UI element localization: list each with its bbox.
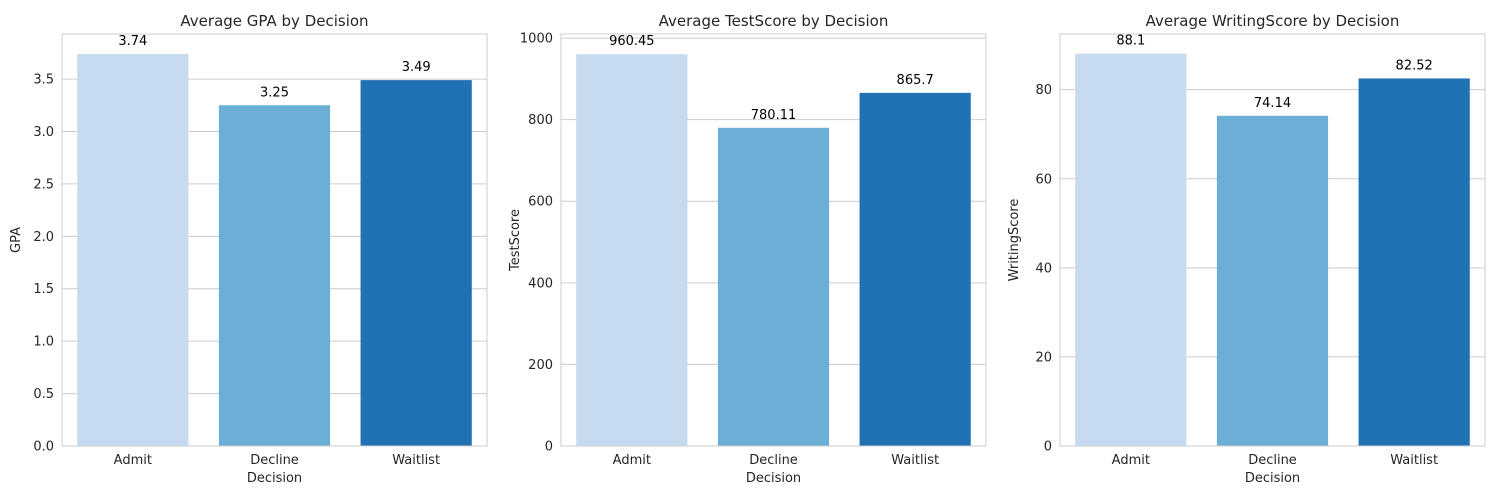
y-tick-label: 3.0 xyxy=(33,125,54,140)
y-tick-label: 0.0 xyxy=(33,440,54,455)
plot-frame xyxy=(1059,33,1486,447)
x-axis-label: Decision xyxy=(746,471,801,486)
y-tick-label: 60 xyxy=(1035,172,1052,187)
chart-panel-2: 960.45 780.11 865.7 0 200 400 600 800 1000 Admit D… xyxy=(508,12,987,486)
bar-admit xyxy=(77,53,189,446)
y-tick-label: 80 xyxy=(1035,83,1052,98)
chart-title: Average GPA by Decision xyxy=(180,12,368,30)
plot-frame xyxy=(560,33,987,447)
chart-title: Average TestScore by Decision xyxy=(659,12,889,30)
y-axis-label: TestScore xyxy=(508,209,523,272)
bar-admit xyxy=(576,54,688,447)
y-tick-label: 1.0 xyxy=(33,335,54,350)
y-tick-label: 600 xyxy=(528,195,553,210)
y-tick-label: 200 xyxy=(528,358,553,373)
y-tick-label: 400 xyxy=(528,276,553,291)
x-tick-label: Decline xyxy=(749,453,798,468)
chart-panel-3: 88.1 74.14 82.52 0 20 40 60 80 Admit Decline Waitl… xyxy=(1007,12,1486,486)
bar-value-label: 780.11 xyxy=(751,108,797,123)
y-tick-label: 2.5 xyxy=(33,177,54,192)
x-tick-label: Admit xyxy=(114,453,152,468)
plot-frame xyxy=(61,33,488,447)
chart-panel-1: 3.74 3.25 3.49 0.0 0.5 1.0 1.5 2.0 2.5 3.0 3.5 Admi… xyxy=(9,12,488,486)
x-tick-label: Waitlist xyxy=(891,453,939,468)
y-tick-label: 0 xyxy=(545,440,553,455)
y-tick-label: 3.5 xyxy=(33,73,54,88)
y-tick-label: 800 xyxy=(528,113,553,128)
bar-admit xyxy=(1075,53,1187,446)
bar-value-label: 960.45 xyxy=(609,34,655,49)
y-axis-label: WritingScore xyxy=(1007,199,1022,282)
bar-decline xyxy=(1216,115,1329,447)
y-tick-label: 40 xyxy=(1035,261,1052,276)
bar-value-label: 74.14 xyxy=(1254,96,1291,111)
x-tick-label: Waitlist xyxy=(392,453,440,468)
x-tick-label: Admit xyxy=(613,453,651,468)
x-axis-label: Decision xyxy=(247,471,302,486)
x-tick-label: Decline xyxy=(250,453,299,468)
y-tick-label: 20 xyxy=(1035,350,1052,365)
bar-value-label: 3.25 xyxy=(260,85,289,100)
x-tick-label: Waitlist xyxy=(1390,453,1438,468)
x-axis-label: Decision xyxy=(1245,471,1300,486)
x-tick-label: Admit xyxy=(1112,453,1150,468)
y-tick-label: 1.5 xyxy=(33,282,54,297)
bar-value-label: 88.1 xyxy=(1116,34,1145,49)
bar-decline xyxy=(717,127,830,446)
bar-decline xyxy=(218,105,331,446)
y-tick-label: 0.5 xyxy=(33,387,54,402)
bar-waitlist xyxy=(1358,78,1470,446)
bar-value-label: 865.7 xyxy=(897,73,934,88)
x-tick-label: Decline xyxy=(1248,453,1297,468)
bar-value-label: 3.74 xyxy=(118,34,147,49)
y-tick-label: 0 xyxy=(1044,440,1052,455)
bar-value-label: 82.52 xyxy=(1396,58,1433,73)
chart-title: Average WritingScore by Decision xyxy=(1146,12,1400,30)
y-tick-label: 1000 xyxy=(520,32,553,47)
y-axis-label: GPA xyxy=(9,227,24,253)
bar-value-label: 3.49 xyxy=(402,60,431,75)
bar-waitlist xyxy=(859,92,971,446)
bar-waitlist xyxy=(360,80,472,446)
y-tick-label: 2.0 xyxy=(33,230,54,245)
